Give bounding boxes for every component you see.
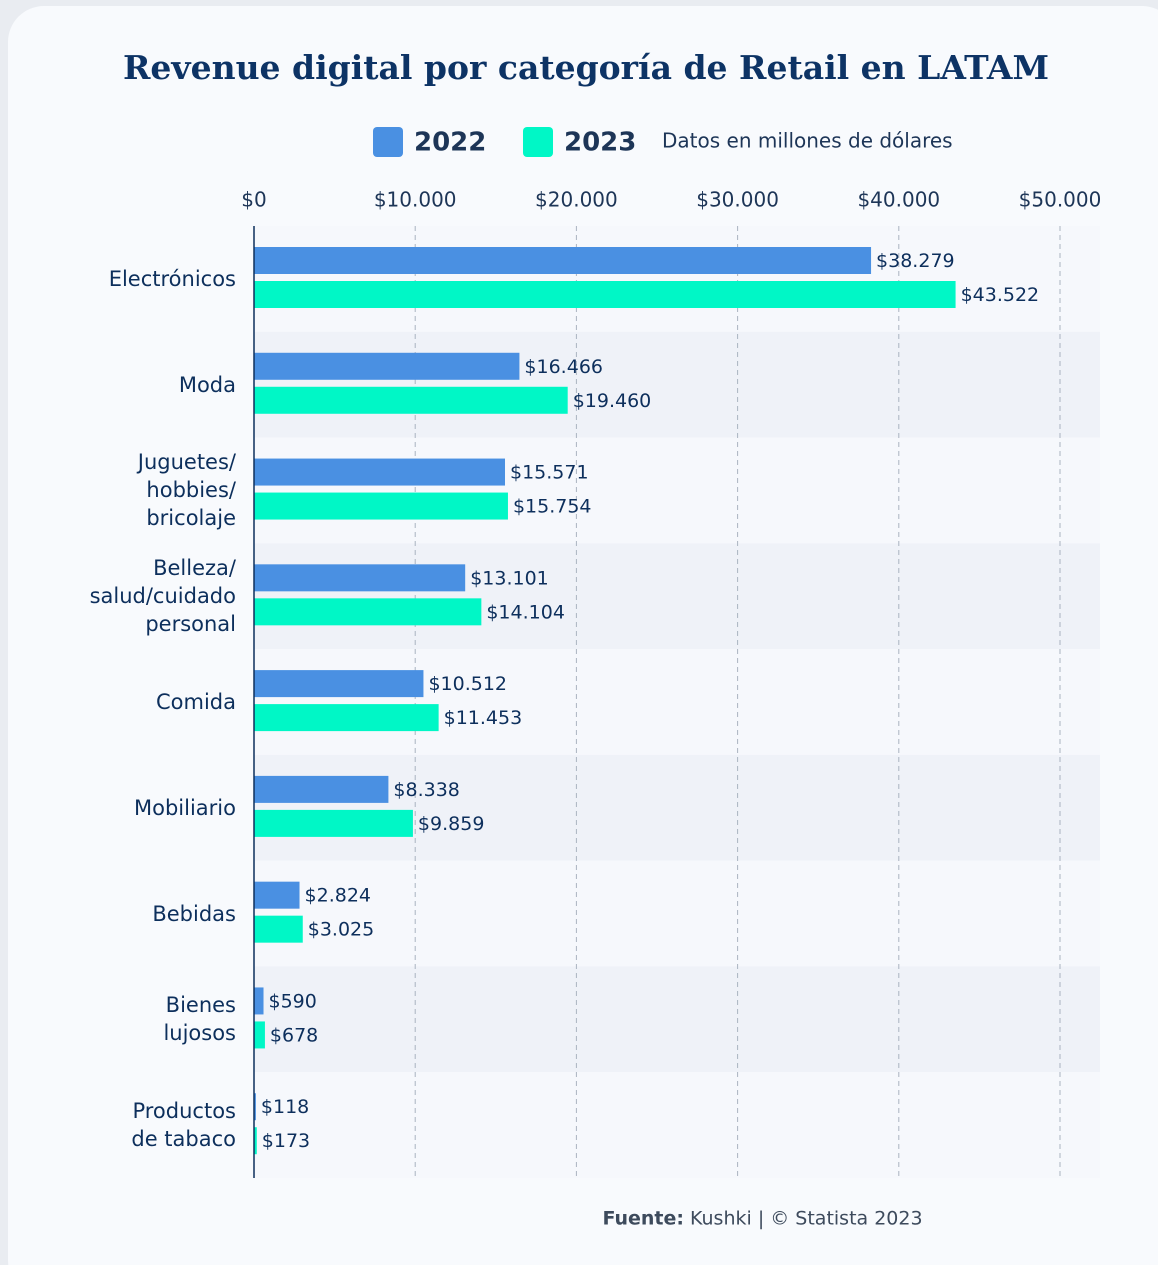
value-label: $13.101	[470, 567, 549, 589]
row-band	[254, 966, 1100, 1073]
category-label: Comida	[155, 690, 236, 714]
bar	[254, 704, 439, 732]
value-label: $8.338	[393, 779, 459, 801]
category-label: Productos de tabaco	[131, 1099, 236, 1152]
category-label: Moda	[178, 372, 236, 397]
bar	[254, 881, 300, 909]
row-band	[254, 860, 1100, 967]
value-label: $2.824	[305, 885, 371, 907]
bar	[254, 1021, 265, 1049]
bar	[254, 987, 264, 1015]
bar	[254, 564, 466, 592]
bar	[254, 1127, 257, 1155]
value-label: $118	[261, 1096, 309, 1118]
x-tick-label: $40.000	[857, 188, 940, 212]
value-label: $3.025	[308, 919, 374, 941]
value-label: $16.466	[524, 356, 603, 378]
bar	[254, 492, 508, 520]
value-label: $11.453	[444, 707, 523, 729]
source-label: Fuente:	[602, 1208, 684, 1230]
note: Datos en millones de dólares	[662, 129, 953, 153]
bar	[254, 915, 303, 943]
row-band	[254, 543, 1100, 650]
category-label: Juguetes/ hobbies/ bricolaje	[137, 450, 236, 531]
legend-swatch	[373, 127, 403, 157]
value-label: $10.512	[428, 673, 507, 695]
value-label: $590	[269, 990, 317, 1012]
bar	[254, 809, 413, 837]
bar	[254, 458, 506, 486]
bar	[254, 670, 424, 698]
source: Kushki | © Statista 2023	[690, 1208, 923, 1230]
chart-title: Revenue digital por categoría de Retail …	[123, 48, 1049, 87]
category-label: Bienes lujosos	[163, 993, 236, 1046]
x-tick-label: $10.000	[374, 188, 457, 212]
row-band	[254, 226, 1100, 332]
value-label: $14.104	[486, 601, 565, 623]
bar	[254, 598, 482, 626]
bar	[254, 775, 389, 803]
bar	[254, 281, 956, 308]
bar	[254, 386, 568, 414]
value-label: $15.571	[510, 462, 589, 484]
legend-label: 2022	[414, 128, 486, 158]
category-label: Mobiliario	[134, 795, 236, 820]
category-label: Electrónicos	[108, 266, 236, 291]
legend-label: 2023	[564, 128, 636, 158]
x-tick-label: $30.000	[696, 188, 779, 212]
value-label: $38.279	[876, 250, 955, 272]
bar	[254, 352, 520, 380]
bar	[254, 247, 872, 274]
x-tick-label: $20.000	[535, 188, 618, 212]
legend-swatch	[523, 127, 553, 157]
value-label: $678	[270, 1024, 318, 1046]
value-label: $43.522	[961, 284, 1040, 306]
value-label: $15.754	[513, 496, 592, 518]
bar	[254, 1093, 256, 1121]
value-label: $19.460	[573, 390, 652, 412]
row-band	[254, 437, 1100, 544]
value-label: $173	[262, 1130, 310, 1152]
category-label: Bebidas	[152, 901, 236, 926]
x-tick-label: $0	[241, 188, 266, 212]
row-band	[254, 331, 1100, 438]
row-band	[254, 754, 1100, 861]
row-band	[254, 649, 1100, 755]
value-label: $9.859	[418, 813, 484, 835]
row-band	[254, 1072, 1100, 1178]
category-label: Belleza/ salud/cuidado personal	[89, 556, 236, 637]
x-tick-label: $50.000	[1019, 188, 1102, 212]
